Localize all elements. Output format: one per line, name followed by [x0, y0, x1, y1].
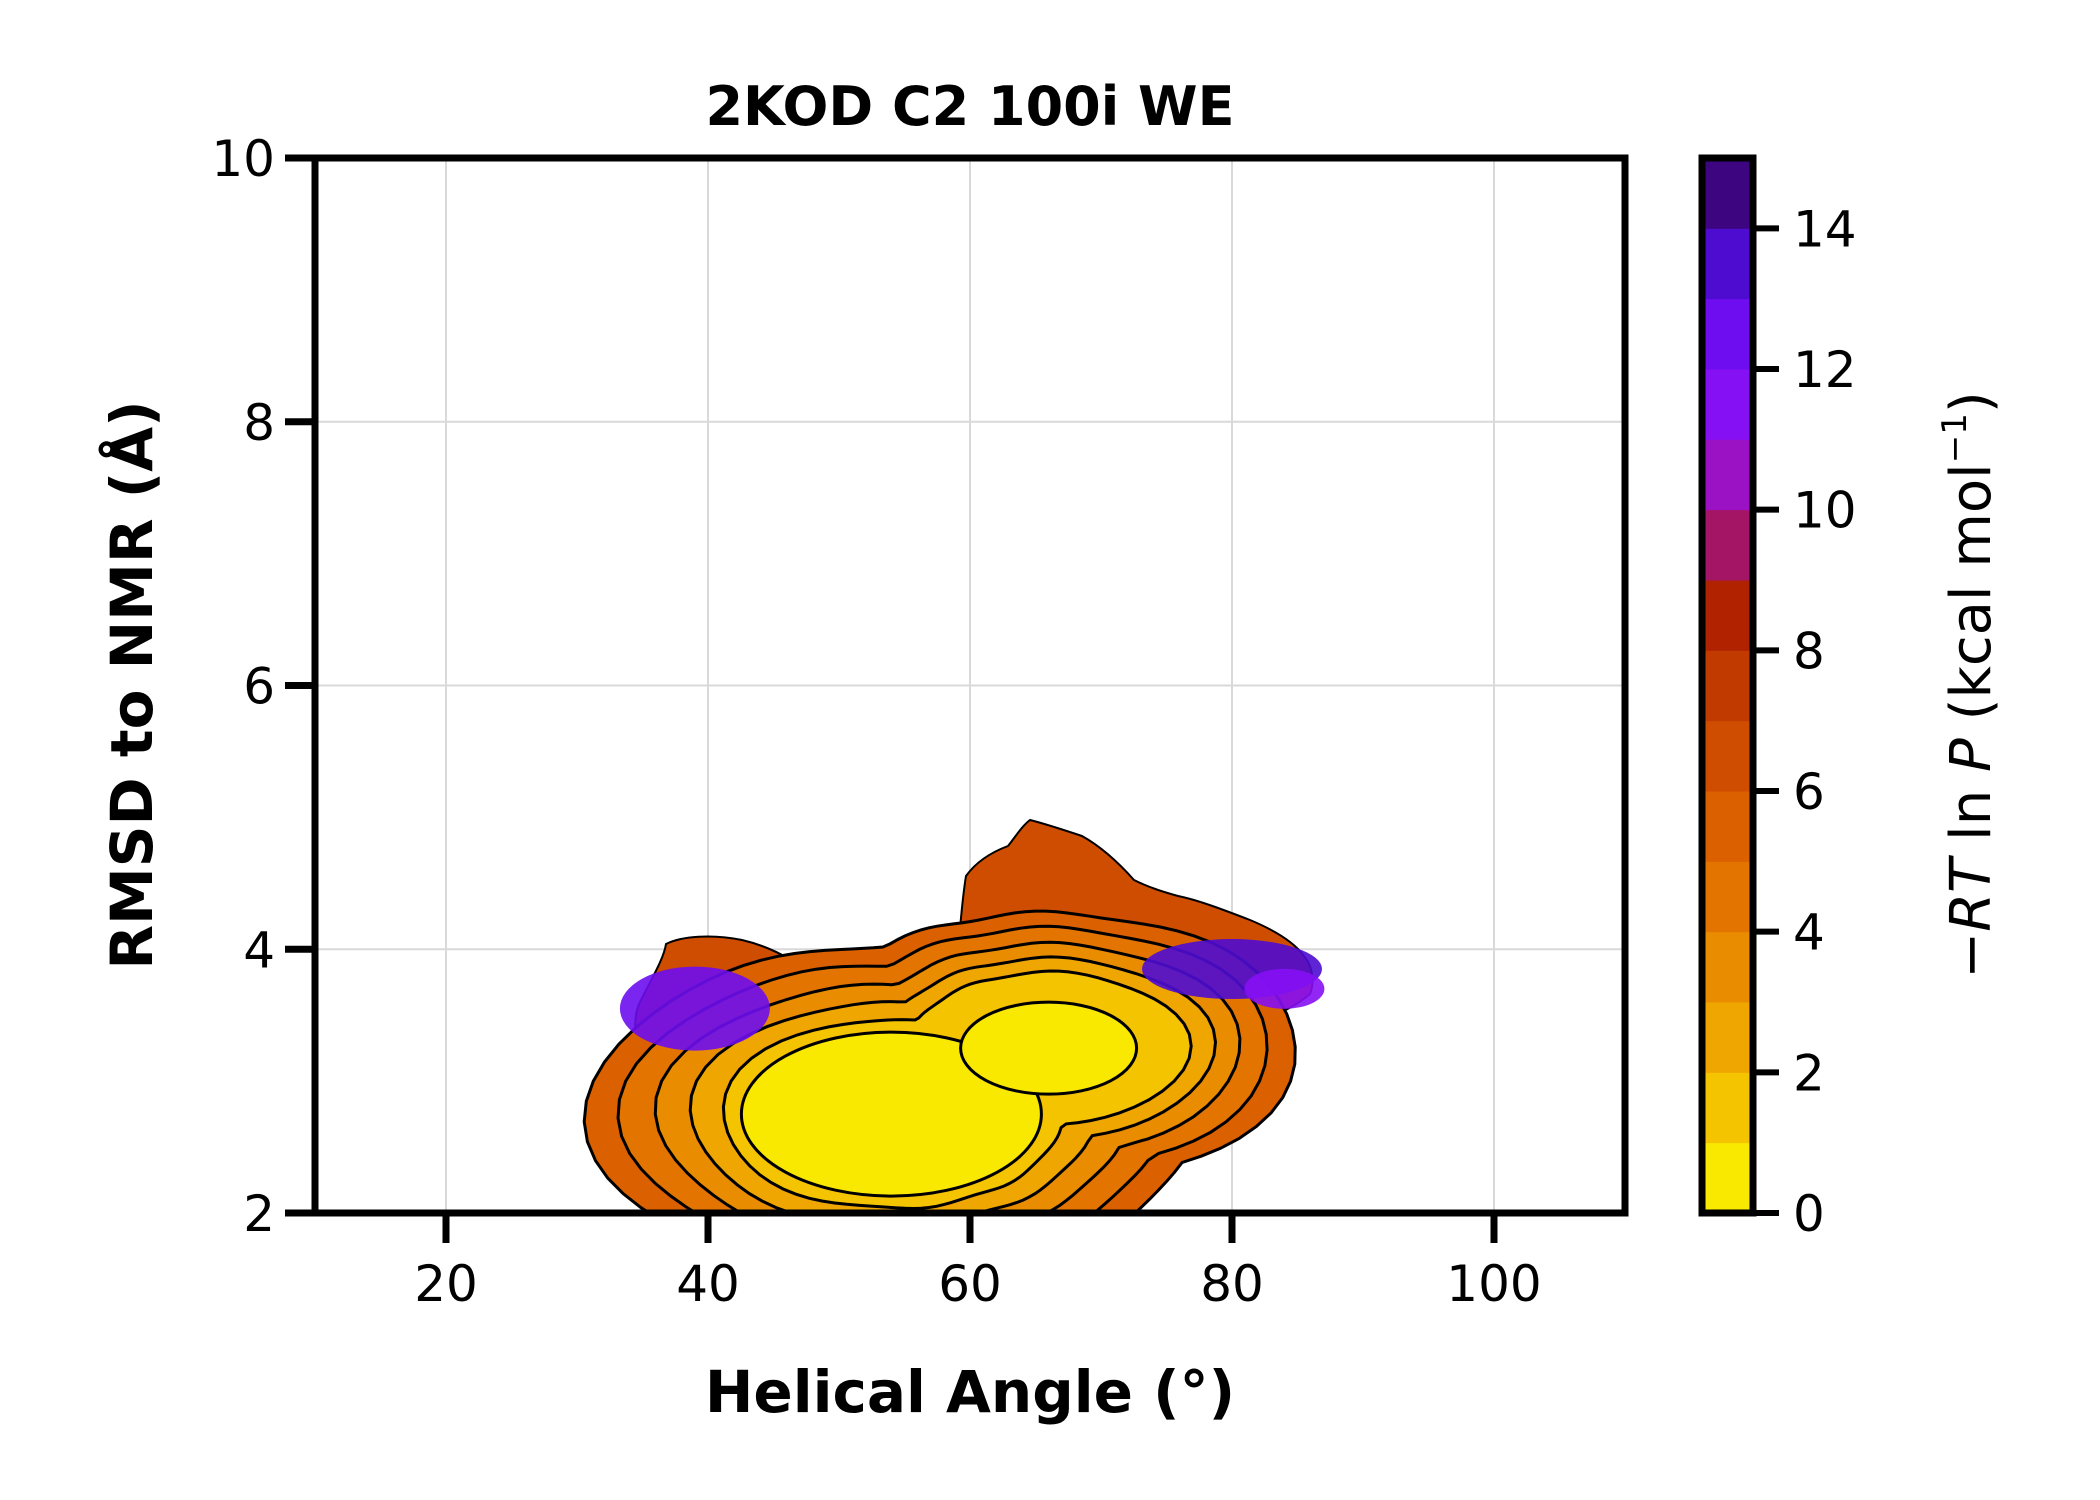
fes-basin-2 [959, 1000, 1139, 1096]
y-axis: 2 4 6 8 10 [211, 130, 315, 1243]
colorbar-band [1702, 1002, 1753, 1073]
colorbar-band [1702, 791, 1753, 862]
y-tick-label: 4 [243, 921, 275, 979]
fes-high-energy-rim [1244, 968, 1325, 1009]
y-tick-label: 2 [243, 1185, 275, 1243]
colorbar-tick-label: 4 [1793, 904, 1825, 962]
colorbar-band [1702, 1142, 1753, 1214]
colorbar-band [1702, 720, 1753, 792]
plot-frame [311, 154, 1629, 1217]
colorbar-tick-label: 8 [1793, 622, 1825, 680]
free-energy-surface [582, 818, 1325, 1213]
colorbar-tick-label: 2 [1793, 1044, 1825, 1102]
y-axis-label: RMSD to NMR (Å) [97, 400, 166, 969]
x-tick-label: 60 [938, 1255, 1002, 1313]
colorbar-band [1702, 509, 1753, 581]
chart-title: 2KOD C2 100i WE [705, 75, 1234, 138]
fes-high-energy-rim [619, 966, 770, 1051]
colorbar-label-mid: ln [1939, 772, 2004, 859]
colorbar-label-exp: −1 [1935, 413, 1975, 463]
colorbar-label-unit: (kcal mol [1939, 463, 2004, 738]
colorbar-band [1702, 931, 1753, 1003]
x-tick-label: 40 [676, 1255, 740, 1313]
colorbar-tick-label: 0 [1793, 1185, 1825, 1243]
colorbar-label: −RT ln P (kcal mol−1) [1935, 391, 2004, 978]
y-tick-label: 8 [243, 394, 275, 452]
colorbar-ticks: 0 2 4 6 8 10 12 14 [1753, 200, 1857, 1243]
colorbar-band [1702, 439, 1753, 511]
x-axis: 20 40 60 80 100 [414, 1213, 1542, 1313]
y-tick-label: 10 [211, 130, 275, 188]
colorbar-tick-label: 10 [1793, 482, 1857, 540]
y-tick-label: 6 [243, 658, 275, 716]
x-tick-label: 80 [1200, 1255, 1264, 1313]
colorbar-band [1702, 369, 1753, 440]
colorbar-label-prefix: − [1939, 932, 2004, 979]
colorbar-label-rt: RT [1939, 855, 2004, 932]
colorbar-band [1702, 298, 1753, 370]
colorbar-band [1702, 158, 1753, 229]
colorbar-tick-label: 6 [1793, 763, 1825, 821]
colorbar-tick-label: 14 [1793, 200, 1857, 258]
colorbar-band [1702, 580, 1753, 651]
colorbar-band [1702, 228, 1753, 300]
colorbar-band [1702, 650, 1753, 722]
colorbar-label-close: ) [1939, 391, 2004, 413]
colorbar-label-p: P [1939, 738, 2004, 772]
colorbar-tick-label: 12 [1793, 341, 1857, 399]
x-axis-label: Helical Angle (°) [705, 1358, 1235, 1426]
fes-basin-1 [739, 1030, 1043, 1198]
colorbar-band [1702, 861, 1753, 933]
colorbar-frame [1698, 154, 1757, 1217]
x-tick-label: 100 [1446, 1255, 1541, 1313]
colorbar [1702, 158, 1753, 1214]
colorbar-band [1702, 1072, 1753, 1144]
x-tick-label: 20 [414, 1255, 478, 1313]
